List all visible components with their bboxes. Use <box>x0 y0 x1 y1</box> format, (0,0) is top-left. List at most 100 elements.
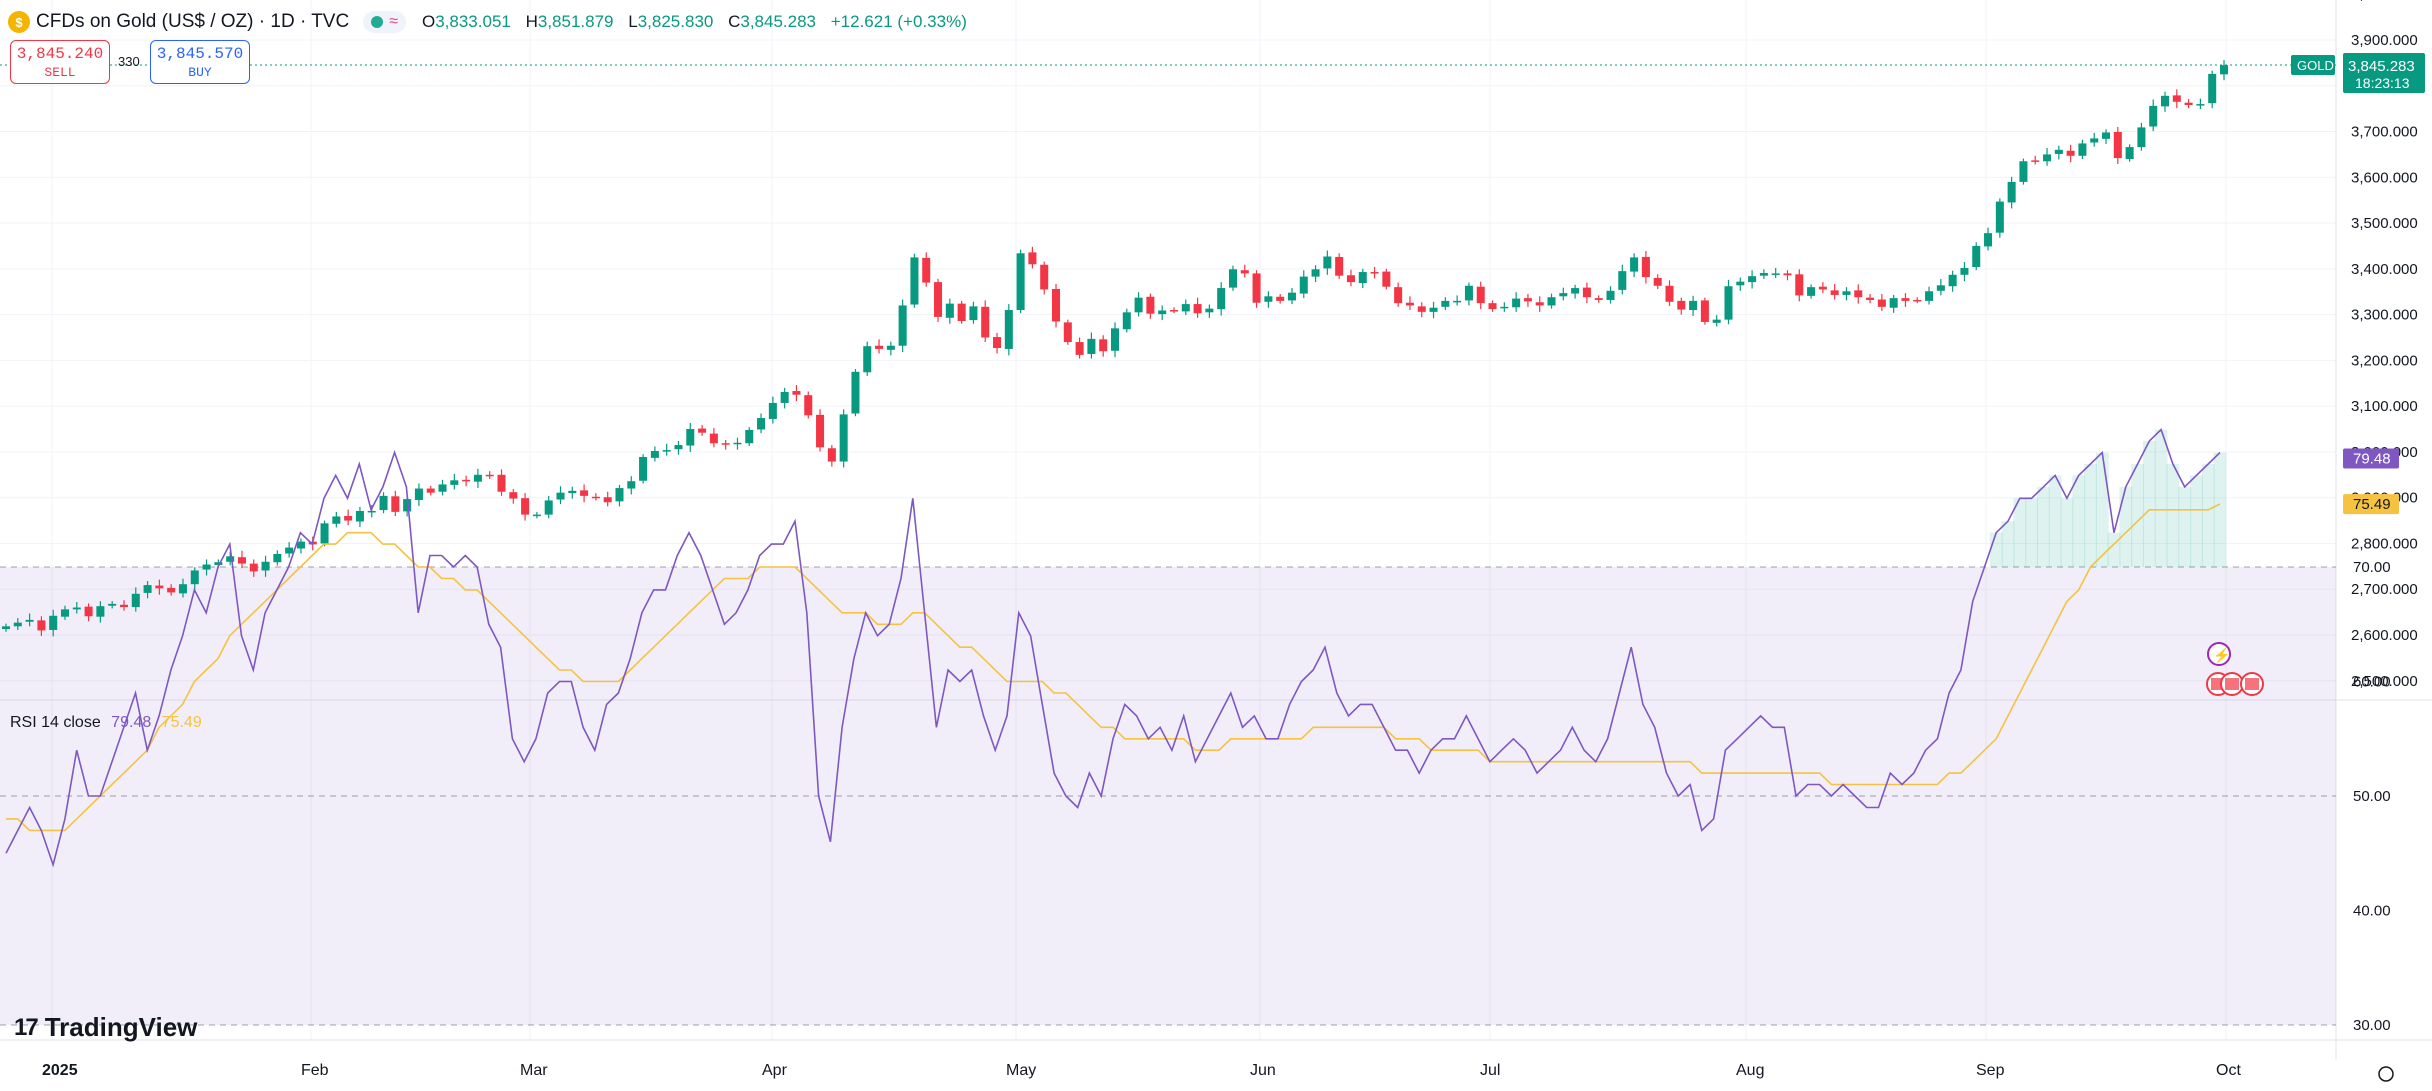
candle-body <box>1299 276 1308 294</box>
candle-body <box>2149 105 2158 127</box>
candle-body <box>1677 300 1686 310</box>
candle-body <box>1594 298 1603 300</box>
candle-body <box>1866 297 1875 300</box>
time-axis-tick: Sep <box>1976 1062 2005 1079</box>
sell-button[interactable]: 3,845.240 SELL <box>10 40 110 84</box>
candle-body <box>1323 256 1332 269</box>
rsi-line <box>5 428 2221 868</box>
candle-body <box>698 428 707 433</box>
time-axis-tick: Oct <box>2216 1062 2241 1079</box>
close-value: 3,845.283 <box>740 12 817 31</box>
price-axis-tick: 2,800.000 <box>2351 535 2418 552</box>
candle-body <box>1453 300 1462 303</box>
last-price-text: 3,845.283 <box>2348 58 2415 75</box>
candle-body <box>1193 304 1202 314</box>
price-axis-tick: 3,500.000 <box>2351 215 2418 232</box>
candle-body <box>249 563 258 572</box>
candle-body <box>1724 286 1733 320</box>
candle-body <box>1205 308 1214 313</box>
candle-body <box>875 345 884 349</box>
rsi-name: RSI <box>10 714 37 731</box>
candle-body <box>827 448 836 462</box>
candle-body <box>261 561 270 571</box>
rsi-legend[interactable]: RSI 14 close 79.48 75.49 <box>10 714 202 732</box>
candle-body <box>2196 104 2205 106</box>
candle-body <box>1181 304 1190 312</box>
low-value: 3,825.830 <box>637 12 714 31</box>
rsi-value-tag-text: 79.48 <box>2353 450 2391 467</box>
candle-body <box>1771 273 1780 275</box>
candle-body <box>2137 127 2146 148</box>
time-axis-tick: Jun <box>1250 1062 1276 1079</box>
candle-body <box>1110 328 1120 351</box>
candle-body <box>426 488 435 493</box>
candle-body <box>1370 272 1379 274</box>
candle-body <box>1382 271 1391 287</box>
candle-body <box>1276 296 1285 301</box>
buy-button[interactable]: 3,845.570 BUY <box>150 40 250 84</box>
rsi-ma-line <box>6 503 2221 832</box>
candle-body <box>320 523 329 544</box>
candle-body <box>344 515 353 521</box>
candle-body <box>1523 298 1532 302</box>
sell-label: SELL <box>44 65 76 80</box>
candle-body <box>1571 288 1580 294</box>
candle-body <box>745 429 754 444</box>
candle-body <box>733 442 742 445</box>
candle-body <box>414 488 423 500</box>
rsi-axis-tick: 40.00 <box>2353 903 2391 920</box>
candle-body <box>450 480 459 485</box>
candle-body <box>969 306 978 321</box>
candle-body <box>1606 290 1615 300</box>
candle-body <box>1630 257 1639 272</box>
candle-body <box>686 429 695 446</box>
candle-body <box>639 456 648 481</box>
candle-body <box>1464 285 1473 301</box>
candle-body <box>108 603 117 606</box>
candle-body <box>1441 300 1450 307</box>
candle-body <box>1700 300 1709 322</box>
candle-body <box>367 510 376 513</box>
candle-body <box>1134 297 1143 313</box>
symbol-title[interactable]: CFDs on Gold (US$ / OZ) · 1D · TVC <box>36 11 350 32</box>
candle-body <box>1547 297 1556 306</box>
rsi-ma-value: 75.49 <box>161 714 202 731</box>
settings-gear-icon <box>2378 1066 2394 1082</box>
candle-body <box>49 615 58 630</box>
candle-body <box>131 593 140 608</box>
buy-label: BUY <box>188 65 212 80</box>
candle-body <box>1877 299 1886 307</box>
candle-body <box>1948 274 1957 287</box>
tradingview-logo[interactable]: 17 TradingView <box>14 1012 197 1043</box>
rsi-value: 79.48 <box>111 714 152 731</box>
symbol-tag <box>2291 55 2335 76</box>
candle-body <box>934 282 943 317</box>
candle-body <box>273 553 282 563</box>
candle-body <box>1889 298 1898 308</box>
candle-body <box>721 443 730 445</box>
candle-body <box>1653 277 1662 286</box>
time-axis-tick: Mar <box>520 1062 548 1079</box>
spread-value: 330 <box>118 54 140 69</box>
candle-body <box>768 402 777 419</box>
candle-body <box>650 451 659 458</box>
candle-body <box>898 305 907 346</box>
candle-body <box>1063 322 1072 343</box>
change-value: +12.621 (+0.33%) <box>830 12 967 31</box>
candle-body <box>462 479 471 482</box>
candle-body <box>2184 102 2193 105</box>
candle-body <box>119 604 128 608</box>
candle-body <box>2172 95 2181 102</box>
candle-body <box>2102 132 2111 139</box>
countdown-text: 18:23:13 <box>2355 75 2410 91</box>
candle-body <box>2078 143 2087 156</box>
status-pill[interactable]: ≈ <box>363 11 406 33</box>
high-value: 3,851.879 <box>537 12 614 31</box>
candle-body <box>237 557 246 564</box>
time-axis-tick: Aug <box>1736 1062 1764 1079</box>
candle-body <box>1394 287 1403 304</box>
candle-body <box>1830 290 1839 295</box>
candle-body <box>60 609 70 617</box>
